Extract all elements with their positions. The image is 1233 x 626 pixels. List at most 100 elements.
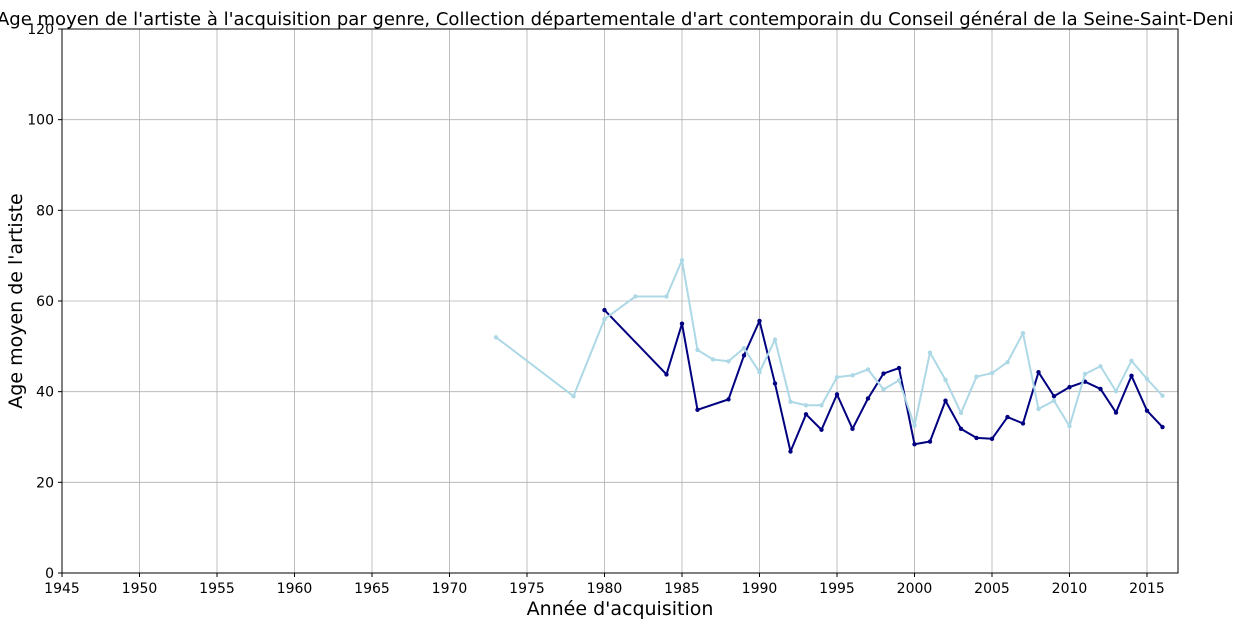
series-2-point	[958, 410, 964, 416]
series-1-point	[896, 365, 902, 371]
series-1-point	[958, 426, 964, 432]
y-axis: 0 20 40 60 80 100 120	[27, 22, 62, 582]
series-2-point	[602, 316, 607, 322]
x-tick-label: 1945	[44, 581, 80, 597]
series-1	[602, 307, 1165, 454]
y-tick-label: 0	[45, 566, 54, 582]
series-2-point	[679, 258, 685, 263]
x-tick-label: 2010	[1052, 581, 1088, 597]
series-1-point	[788, 449, 793, 454]
series-2-point	[1005, 360, 1010, 365]
series-2-point	[664, 294, 669, 299]
y-tick-label: 60	[36, 294, 54, 310]
series-2-point	[1144, 376, 1150, 382]
chart-title: Age moyen de l'artiste à l'acquisition p…	[0, 9, 1233, 30]
series-1-point	[974, 435, 979, 441]
series-2-point	[943, 377, 948, 383]
series-2-point	[788, 399, 793, 404]
series-2-point	[989, 370, 995, 376]
grid	[61, 28, 1178, 574]
x-tick-label: 1960	[277, 581, 313, 597]
series-1-point	[912, 442, 917, 447]
series-2-point	[1129, 358, 1134, 364]
series-1-point	[803, 412, 809, 417]
y-tick-label: 100	[27, 113, 54, 129]
series-2-point	[850, 373, 855, 378]
series-1-point	[1129, 373, 1134, 378]
x-tick-label: 2000	[897, 581, 933, 597]
series-2-point	[493, 335, 499, 340]
series-1-point	[927, 439, 933, 444]
series-1-point	[1005, 414, 1010, 420]
x-tick-label: 1975	[509, 581, 545, 597]
series-2	[493, 258, 1165, 429]
series-2-point	[772, 337, 778, 342]
series-1-point	[1020, 421, 1026, 426]
series-2-point	[896, 378, 902, 383]
series-1-point	[1036, 369, 1041, 375]
series-2-point	[1020, 330, 1026, 336]
series-1-point	[664, 372, 669, 377]
series-2-point	[1051, 398, 1057, 403]
y-tick-label: 20	[36, 475, 54, 491]
series-1-point	[679, 321, 685, 326]
series-2-point	[803, 403, 809, 408]
x-tick-label: 1965	[354, 581, 390, 597]
series-1-point	[865, 396, 871, 401]
x-tick-label: 1995	[819, 581, 855, 597]
series-2-point	[1036, 406, 1041, 412]
series-1-point	[1067, 384, 1072, 390]
x-tick-label: 2005	[974, 581, 1010, 597]
series-1-point	[1098, 386, 1103, 392]
series-2-point	[865, 367, 871, 372]
series-2-point	[927, 350, 933, 355]
series-2-point	[912, 423, 917, 428]
series-1-point	[726, 397, 731, 402]
series-1-point	[943, 398, 948, 403]
series-1-point	[695, 407, 700, 412]
x-tick-label: 1950	[122, 581, 158, 597]
series-2-point	[741, 345, 747, 351]
x-tick-label: 1980	[587, 581, 623, 597]
x-tick-label: 1955	[199, 581, 235, 597]
y-axis-label: Age moyen de l'artiste	[5, 193, 27, 408]
series-2-point	[1098, 364, 1103, 369]
series-1-point	[881, 371, 886, 376]
series-2-point	[1082, 371, 1088, 377]
series-2-point	[1067, 423, 1072, 429]
series-2-point	[757, 369, 762, 375]
series-1-point	[834, 392, 840, 397]
series-1-line	[603, 309, 1164, 453]
series-1-point	[741, 353, 747, 358]
y-tick-label: 80	[36, 203, 54, 219]
x-axis: 1945 1950 1955 1960 1965 1970 1975 1980 1985 1990…	[44, 573, 1165, 597]
series-1-point	[757, 318, 762, 324]
y-tick-label: 120	[27, 22, 54, 38]
series-2-point	[1160, 393, 1165, 398]
x-tick-label: 1985	[664, 581, 700, 597]
series-2-line	[495, 259, 1164, 428]
series-1-point	[772, 381, 778, 386]
x-tick-label: 1990	[742, 581, 778, 597]
series-1-point	[850, 426, 855, 432]
series-2-point	[974, 374, 979, 379]
series-2-point	[726, 359, 731, 364]
series-2-point	[1113, 389, 1119, 394]
series-1-point	[819, 427, 824, 432]
x-tick-label: 2015	[1129, 581, 1165, 597]
series-1-point	[1160, 424, 1165, 430]
series-2-point	[710, 357, 716, 362]
series-1-point	[1051, 394, 1057, 399]
series-layer	[493, 258, 1165, 454]
series-1-point	[1144, 408, 1150, 413]
x-axis-label: Année d'acquisition	[527, 598, 714, 620]
series-2-point	[695, 347, 700, 353]
series-1-point	[602, 307, 607, 313]
series-1-point	[1113, 410, 1119, 415]
series-2-point	[633, 294, 638, 299]
series-2-point	[571, 394, 576, 399]
series-2-point	[881, 387, 886, 392]
x-tick-label: 1970	[432, 581, 468, 597]
series-1-point	[989, 436, 995, 442]
